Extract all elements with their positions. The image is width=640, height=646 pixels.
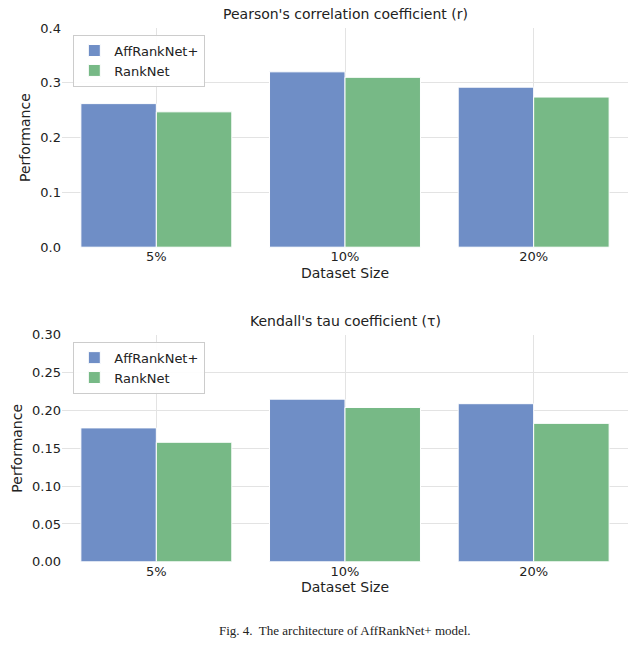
- svg-text:0.1: 0.1: [40, 185, 61, 200]
- svg-text:0.4: 0.4: [40, 21, 61, 36]
- svg-text:0.30: 0.30: [32, 327, 61, 342]
- svg-text:5%: 5%: [146, 564, 167, 579]
- svg-text:0.2: 0.2: [40, 130, 61, 145]
- svg-text:5%: 5%: [146, 249, 167, 264]
- svg-text:0.3: 0.3: [40, 75, 61, 90]
- svg-text:0.00: 0.00: [32, 554, 61, 569]
- svg-text:10%: 10%: [331, 249, 360, 264]
- svg-text:Dataset Size: Dataset Size: [301, 265, 389, 281]
- svg-text:Dataset Size: Dataset Size: [301, 579, 389, 595]
- svg-text:0.10: 0.10: [32, 479, 61, 494]
- svg-text:AffRankNet+: AffRankNet+: [114, 351, 198, 366]
- svg-text:20%: 20%: [519, 249, 548, 264]
- svg-text:RankNet: RankNet: [114, 63, 169, 78]
- svg-text:Performance: Performance: [9, 404, 25, 493]
- svg-text:0.20: 0.20: [32, 403, 61, 418]
- svg-text:10%: 10%: [331, 564, 360, 579]
- svg-text:0.25: 0.25: [32, 365, 61, 380]
- svg-text:Pearson's correlation coeffici: Pearson's correlation coefficient (r): [223, 6, 468, 22]
- svg-text:Performance: Performance: [17, 93, 33, 182]
- svg-text:AffRankNet+: AffRankNet+: [114, 44, 198, 59]
- svg-text:0.05: 0.05: [32, 516, 61, 531]
- svg-text:0.15: 0.15: [32, 441, 61, 456]
- svg-text:RankNet: RankNet: [114, 371, 169, 386]
- svg-text:0.0: 0.0: [40, 240, 61, 255]
- svg-text:Kendall's tau coefficient (τ): Kendall's tau coefficient (τ): [250, 313, 441, 329]
- svg-text:20%: 20%: [519, 564, 548, 579]
- svg-text:Fig. 4. The architecture of A: Fig. 4. The architecture of AffRankNet+ …: [219, 623, 471, 638]
